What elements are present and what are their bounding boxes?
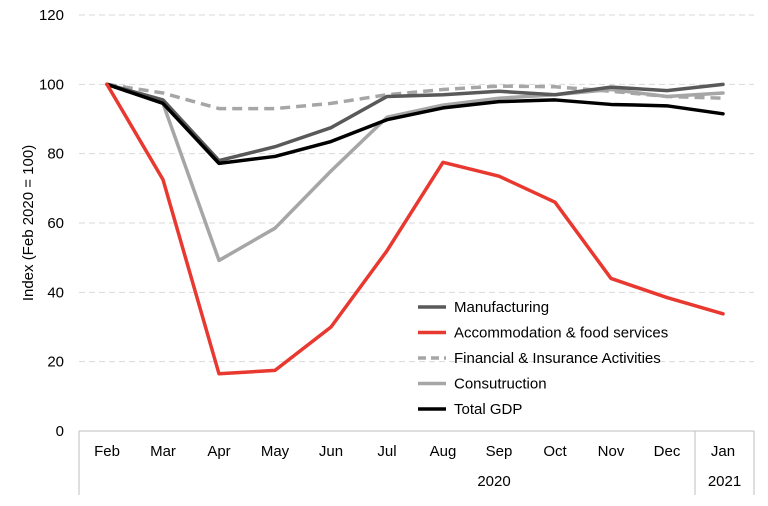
legend-label: Financial & Insurance Activities — [454, 350, 661, 367]
y-tick-label: 80 — [47, 146, 64, 163]
y-tick-label: 100 — [39, 76, 64, 93]
series-lines — [105, 82, 725, 376]
y-tick-label: 20 — [47, 354, 64, 371]
x-tick-labels: Feb Mar Apr May Jun Jul Aug Sep Oct Nov Dec Jan 2020… — [94, 443, 741, 490]
x-tick-label: Oct — [543, 443, 567, 460]
y-tick-label: 120 — [39, 7, 64, 24]
legend-label: Total GDP — [454, 401, 522, 418]
series-line-3 — [105, 82, 725, 263]
x-tick-label: Jan — [711, 443, 735, 460]
x-tick-label: Dec — [654, 443, 681, 460]
y-tick-labels: 0 20 40 60 80 100 120 — [39, 7, 64, 440]
x-tick-label: Apr — [207, 443, 230, 460]
x-tick-label: Sep — [486, 443, 513, 460]
x-tick-label: May — [261, 443, 290, 460]
x-tick-label: Aug — [430, 443, 457, 460]
x-tick-label: Jun — [319, 443, 343, 460]
series-line-1 — [105, 82, 725, 376]
year-group-label: 2020 — [477, 473, 510, 490]
series-line-2 — [106, 82, 724, 111]
legend-label: Consutruction — [454, 376, 547, 393]
x-tick-label: Mar — [150, 443, 176, 460]
legend-label: Accommodation & food services — [454, 325, 668, 342]
x-tick-label: Feb — [94, 443, 120, 460]
x-tick-label: Nov — [598, 443, 625, 460]
legend-label: Manufacturing — [454, 299, 549, 316]
x-tick-label: Jul — [377, 443, 396, 460]
series-line-4 — [105, 82, 725, 166]
y-tick-label: 0 — [56, 423, 64, 440]
axes — [78, 430, 755, 495]
y-axis-label: Index (Feb 2020 = 100) — [20, 145, 37, 301]
year-group-label: 2021 — [708, 473, 741, 490]
legend: Manufacturing Accommodation & food servic… — [418, 299, 668, 418]
series-line-0 — [105, 82, 725, 163]
y-tick-label: 60 — [47, 215, 64, 232]
y-tick-label: 40 — [47, 284, 64, 301]
gridlines — [79, 14, 754, 363]
